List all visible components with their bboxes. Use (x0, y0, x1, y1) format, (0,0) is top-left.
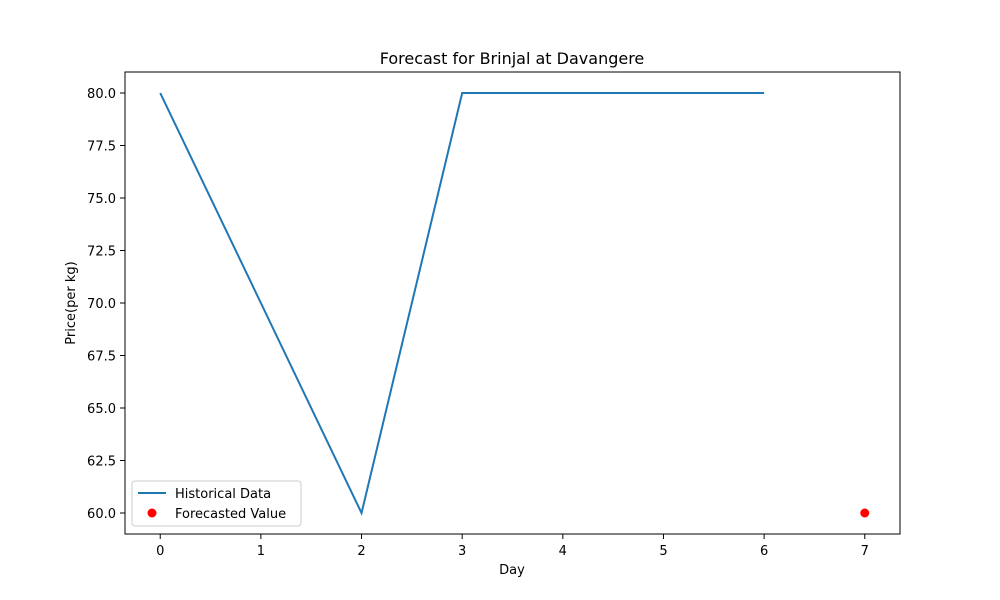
x-tick-label: 3 (458, 544, 466, 559)
x-tick-label: 1 (257, 544, 265, 559)
y-tick-label: 60.0 (87, 507, 116, 522)
y-axis: 60.0 62.5 65.0 67.5 70.0 72.5 75.0 77.5 80.0 (87, 87, 125, 522)
legend-marker-swatch (147, 508, 157, 518)
y-axis-label: Price(per kg) (64, 261, 79, 344)
x-tick-label: 7 (861, 544, 869, 559)
legend-entry-label: Historical Data (175, 487, 271, 502)
y-tick-label: 70.0 (87, 297, 116, 312)
x-tick-label: 0 (156, 544, 164, 559)
y-tick-label: 77.5 (87, 140, 116, 155)
y-tick-label: 75.0 (87, 192, 116, 207)
legend-box (131, 480, 302, 527)
y-tick-label: 72.5 (87, 245, 116, 260)
chart-title: Forecast for Brinjal at Davangere (380, 49, 645, 68)
legend-entry-label: Forecasted Value (175, 507, 286, 522)
forecast-point (860, 508, 870, 518)
y-tick-label: 80.0 (87, 87, 116, 102)
x-tick-label: 5 (659, 544, 667, 559)
plot-frame (124, 71, 901, 535)
y-tick-label: 67.5 (87, 350, 116, 365)
legend: Historical Data Forecasted Value (131, 480, 302, 527)
y-tick-label: 65.0 (87, 402, 116, 417)
x-axis-label: Day (499, 563, 525, 578)
x-axis: 0 1 2 3 4 5 6 7 (156, 534, 869, 559)
x-tick-label: 2 (357, 544, 365, 559)
y-tick-label: 62.5 (87, 455, 116, 470)
x-tick-label: 6 (760, 544, 768, 559)
plot-area (124, 71, 901, 535)
series-line-historical-data (159, 92, 765, 516)
x-tick-label: 4 (559, 544, 567, 559)
